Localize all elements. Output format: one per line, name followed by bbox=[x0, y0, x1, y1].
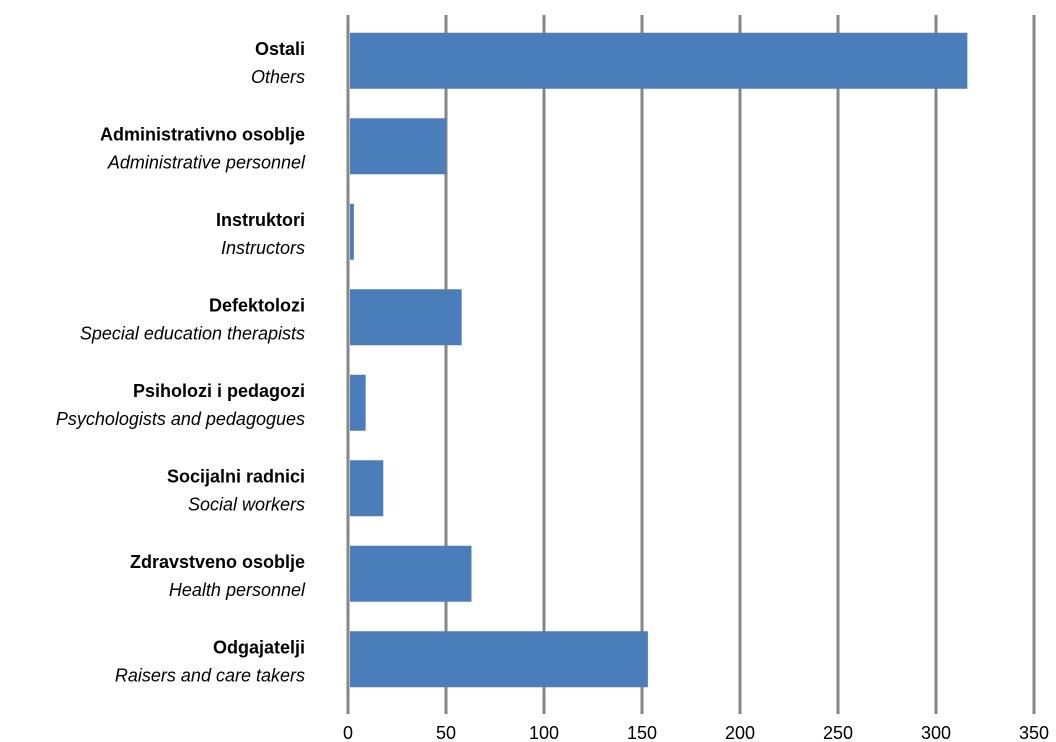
x-tick-label: 150 bbox=[627, 723, 657, 742]
category-label: Administrativno osoblje bbox=[100, 124, 305, 144]
bar bbox=[350, 203, 354, 260]
category-label: Zdravstveno osoblje bbox=[130, 552, 305, 572]
bar bbox=[350, 631, 648, 688]
category-sublabel: Health personnel bbox=[169, 580, 306, 600]
x-tick-label: 300 bbox=[921, 723, 951, 742]
bar bbox=[350, 289, 462, 346]
x-tick-label: 200 bbox=[725, 723, 755, 742]
bar bbox=[350, 374, 366, 431]
category-sublabel: Social workers bbox=[188, 494, 305, 514]
x-tick-label: 100 bbox=[529, 723, 559, 742]
x-tick-label: 250 bbox=[823, 723, 853, 742]
gridlines bbox=[346, 15, 1036, 714]
category-label: Ostali bbox=[255, 39, 305, 59]
x-tick-label: 50 bbox=[436, 723, 456, 742]
x-tick-label: 0 bbox=[343, 723, 353, 742]
category-label: Psiholozi i pedagozi bbox=[133, 381, 305, 401]
x-tick-label: 350 bbox=[1019, 723, 1049, 742]
bar bbox=[350, 460, 384, 517]
bars bbox=[350, 32, 968, 688]
category-label: Defektolozi bbox=[209, 295, 305, 315]
category-sublabel: Instructors bbox=[221, 238, 305, 258]
category-sublabel: Special education therapists bbox=[80, 323, 305, 343]
category-labels: Ostali Others Administrativno osoblje Admin… bbox=[56, 39, 306, 686]
bar bbox=[350, 118, 446, 175]
category-sublabel: Administrative personnel bbox=[107, 152, 306, 172]
x-tick-labels: 0 50 100 150 200 250 300 350 bbox=[343, 723, 1049, 742]
category-label: Odgajatelji bbox=[213, 637, 305, 657]
category-label: Instruktori bbox=[216, 210, 305, 230]
bar bbox=[350, 32, 968, 89]
category-sublabel: Raisers and care takers bbox=[115, 665, 305, 685]
bar bbox=[350, 545, 472, 602]
category-label: Socijalni radnici bbox=[167, 466, 305, 486]
category-sublabel: Others bbox=[251, 67, 305, 87]
category-sublabel: Psychologists and pedagogues bbox=[56, 409, 305, 429]
